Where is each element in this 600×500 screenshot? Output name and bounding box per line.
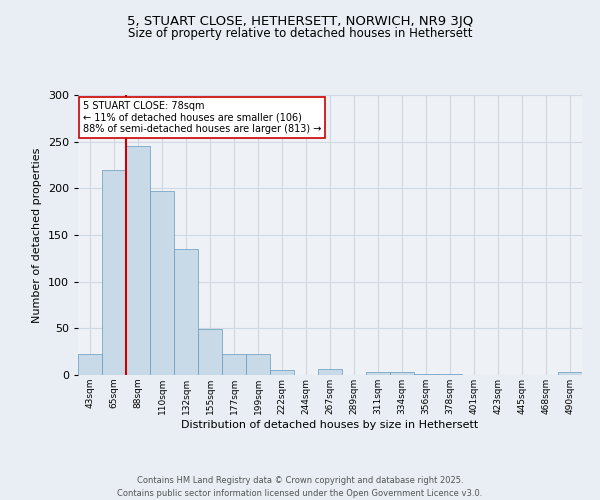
Bar [414, 374, 438, 375]
Bar [438, 374, 462, 375]
Bar [246, 354, 270, 375]
Bar [318, 370, 342, 375]
Bar [150, 191, 174, 375]
Bar [126, 146, 150, 375]
Bar [390, 372, 414, 375]
Bar [270, 370, 294, 375]
Text: 5 STUART CLOSE: 78sqm
← 11% of detached houses are smaller (106)
88% of semi-det: 5 STUART CLOSE: 78sqm ← 11% of detached … [83, 100, 322, 134]
Bar [198, 330, 222, 375]
Y-axis label: Number of detached properties: Number of detached properties [32, 148, 42, 322]
Text: Contains HM Land Registry data © Crown copyright and database right 2025.
Contai: Contains HM Land Registry data © Crown c… [118, 476, 482, 498]
Bar [222, 354, 246, 375]
Bar [366, 372, 390, 375]
Bar [78, 354, 102, 375]
Bar [102, 170, 126, 375]
Bar [174, 249, 198, 375]
Text: 5, STUART CLOSE, HETHERSETT, NORWICH, NR9 3JQ: 5, STUART CLOSE, HETHERSETT, NORWICH, NR… [127, 15, 473, 28]
Text: Size of property relative to detached houses in Hethersett: Size of property relative to detached ho… [128, 28, 472, 40]
Bar [558, 372, 582, 375]
X-axis label: Distribution of detached houses by size in Hethersett: Distribution of detached houses by size … [181, 420, 479, 430]
